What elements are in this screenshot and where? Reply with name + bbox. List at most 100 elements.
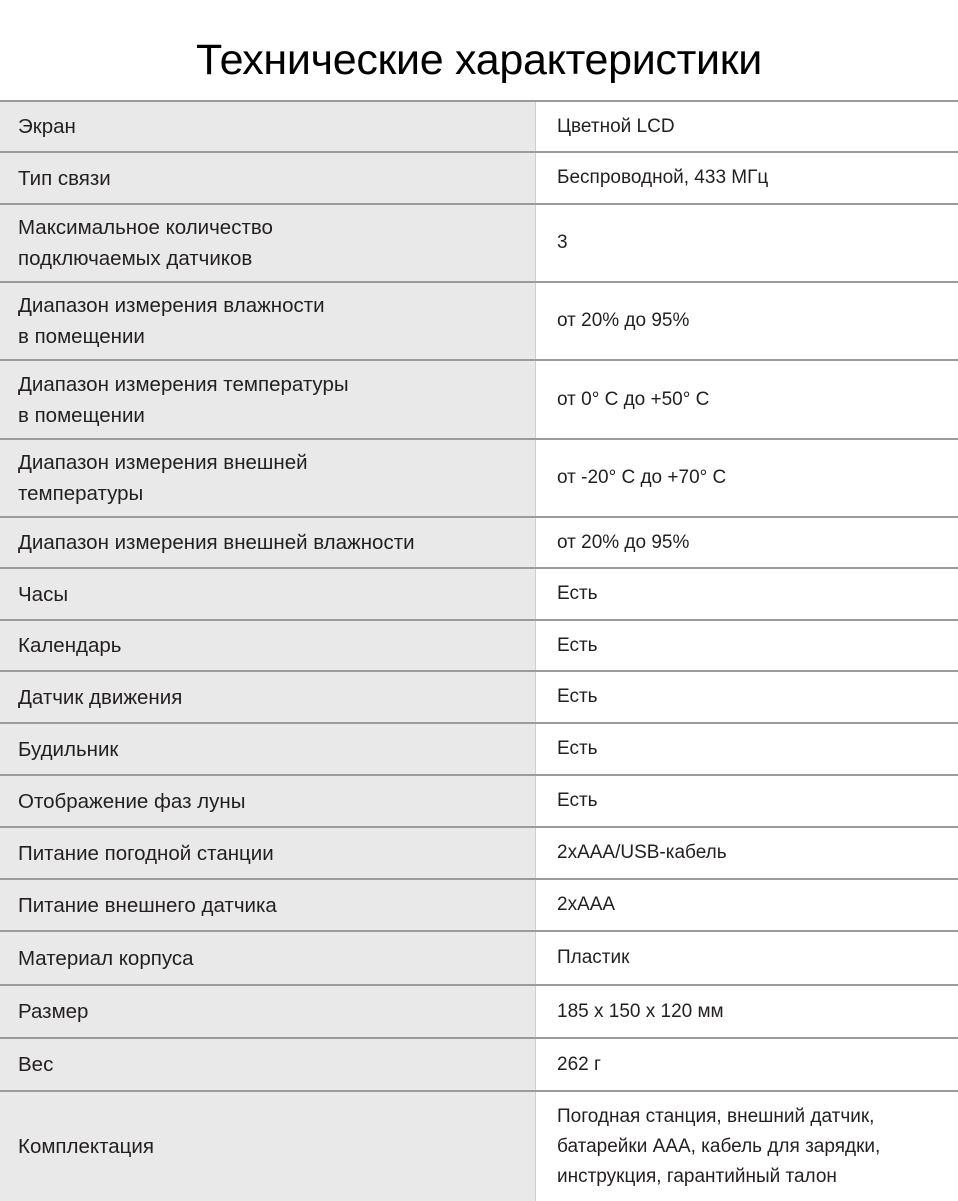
table-row: Питание внешнего датчика 2xAAA bbox=[0, 879, 958, 931]
spec-label-line: подключаемых датчиков bbox=[18, 243, 519, 274]
spec-label-line: Датчик движения bbox=[18, 682, 519, 713]
spec-value: Есть bbox=[536, 775, 958, 827]
spec-value-line: Есть bbox=[557, 734, 958, 764]
spec-value: Есть bbox=[536, 620, 958, 671]
spec-value-line: Есть bbox=[557, 786, 958, 816]
spec-value: Беспроводной, 433 МГц bbox=[536, 152, 958, 204]
spec-label-line: Диапазон измерения влажности bbox=[18, 290, 519, 321]
spec-label: Тип связи bbox=[0, 152, 536, 204]
spec-label: Отображение фаз луны bbox=[0, 775, 536, 827]
spec-value-line: Есть bbox=[557, 682, 958, 712]
spec-value: от -20° C до +70° C bbox=[536, 439, 958, 517]
spec-value: 262 г bbox=[536, 1038, 958, 1091]
spec-value-line: инструкция, гарантийный талон bbox=[557, 1162, 958, 1192]
table-row: Экран Цветной LCD bbox=[0, 101, 958, 152]
table-row: Питание погодной станции 2xAAA/USB-кабель bbox=[0, 827, 958, 879]
spec-label: Часы bbox=[0, 568, 536, 620]
spec-value: Цветной LCD bbox=[536, 101, 958, 152]
spec-value-line: Погодная станция, внешний датчик, bbox=[557, 1102, 958, 1132]
table-row: Комплектация Погодная станция, внешний да… bbox=[0, 1091, 958, 1201]
spec-value: Пластик bbox=[536, 931, 958, 985]
spec-value-line: Пластик bbox=[557, 943, 958, 973]
spec-label: Будильник bbox=[0, 723, 536, 775]
specifications-table-body: Экран Цветной LCD Тип связи Беспроводной, 4… bbox=[0, 101, 958, 1201]
spec-label-line: Отображение фаз луны bbox=[18, 786, 519, 817]
specifications-table: Экран Цветной LCD Тип связи Беспроводной, 4… bbox=[0, 100, 958, 1201]
spec-label-line: Диапазон измерения внешней bbox=[18, 447, 519, 478]
spec-value: 2xAAA bbox=[536, 879, 958, 931]
table-row: Будильник Есть bbox=[0, 723, 958, 775]
spec-label-line: Максимальное количество bbox=[18, 212, 519, 243]
spec-value-line: 2xAAA bbox=[557, 890, 958, 920]
spec-value-line: 3 bbox=[557, 228, 958, 258]
spec-label: Экран bbox=[0, 101, 536, 152]
spec-label-line: Комплектация bbox=[18, 1131, 519, 1162]
spec-value-line: от 0° C до +50° C bbox=[557, 385, 958, 415]
spec-label-line: Питание погодной станции bbox=[18, 838, 519, 869]
table-row: Отображение фаз луны Есть bbox=[0, 775, 958, 827]
spec-value-line: батарейки AAA, кабель для зарядки, bbox=[557, 1132, 958, 1162]
spec-label: Размер bbox=[0, 985, 536, 1038]
spec-label-line: Вес bbox=[18, 1049, 519, 1080]
spec-value: от 20% до 95% bbox=[536, 517, 958, 568]
spec-label: Питание внешнего датчика bbox=[0, 879, 536, 931]
spec-value: 2xAAA/USB-кабель bbox=[536, 827, 958, 879]
table-row: Размер 185 x 150 x 120 мм bbox=[0, 985, 958, 1038]
spec-label-line: Материал корпуса bbox=[18, 943, 519, 974]
table-row: Календарь Есть bbox=[0, 620, 958, 671]
spec-label-line: температуры bbox=[18, 478, 519, 509]
page-title: Технические характеристики bbox=[0, 29, 958, 91]
spec-value-line: от -20° C до +70° C bbox=[557, 463, 958, 493]
table-row: Материал корпуса Пластик bbox=[0, 931, 958, 985]
spec-value: Есть bbox=[536, 723, 958, 775]
spec-value: от 20% до 95% bbox=[536, 282, 958, 360]
spec-label-line: Тип связи bbox=[18, 163, 519, 194]
spec-value-line: Беспроводной, 433 МГц bbox=[557, 163, 958, 193]
spec-label-line: Будильник bbox=[18, 734, 519, 765]
spec-label-line: Размер bbox=[18, 996, 519, 1027]
spec-value-line: от 20% до 95% bbox=[557, 306, 958, 336]
spec-label-line: в помещении bbox=[18, 400, 519, 431]
table-row: Диапазон измерения внешней влажности от 2… bbox=[0, 517, 958, 568]
spec-label-line: Диапазон измерения внешней влажности bbox=[18, 527, 519, 558]
spec-value: 3 bbox=[536, 204, 958, 282]
spec-value-line: Цветной LCD bbox=[557, 112, 958, 142]
spec-label: Питание погодной станции bbox=[0, 827, 536, 879]
spec-label: Комплектация bbox=[0, 1091, 536, 1201]
spec-value-line: 262 г bbox=[557, 1050, 958, 1080]
table-row: Вес 262 г bbox=[0, 1038, 958, 1091]
spec-value-line: Есть bbox=[557, 631, 958, 661]
spec-value: Есть bbox=[536, 671, 958, 723]
table-row: Тип связи Беспроводной, 433 МГц bbox=[0, 152, 958, 204]
spec-label: Вес bbox=[0, 1038, 536, 1091]
spec-label: Диапазон измерения внешней влажности bbox=[0, 517, 536, 568]
spec-label-line: Диапазон измерения температуры bbox=[18, 369, 519, 400]
spec-label: Датчик движения bbox=[0, 671, 536, 723]
spec-value: Есть bbox=[536, 568, 958, 620]
spec-label-line: Календарь bbox=[18, 630, 519, 661]
spec-value-line: Есть bbox=[557, 579, 958, 609]
table-row: Датчик движения Есть bbox=[0, 671, 958, 723]
spec-label-line: Питание внешнего датчика bbox=[18, 890, 519, 921]
spec-value: 185 x 150 x 120 мм bbox=[536, 985, 958, 1038]
spec-label-line: Экран bbox=[18, 111, 519, 142]
spec-value-line: 185 x 150 x 120 мм bbox=[557, 997, 958, 1027]
spec-value: Погодная станция, внешний датчик,батарей… bbox=[536, 1091, 958, 1201]
table-row: Часы Есть bbox=[0, 568, 958, 620]
spec-label: Календарь bbox=[0, 620, 536, 671]
spec-value: от 0° C до +50° C bbox=[536, 360, 958, 439]
spec-value-line: 2xAAA/USB-кабель bbox=[557, 838, 958, 868]
spec-label: Материал корпуса bbox=[0, 931, 536, 985]
spec-label-line: Часы bbox=[18, 579, 519, 610]
spec-value-line: от 20% до 95% bbox=[557, 528, 958, 558]
spec-label-line: в помещении bbox=[18, 321, 519, 352]
